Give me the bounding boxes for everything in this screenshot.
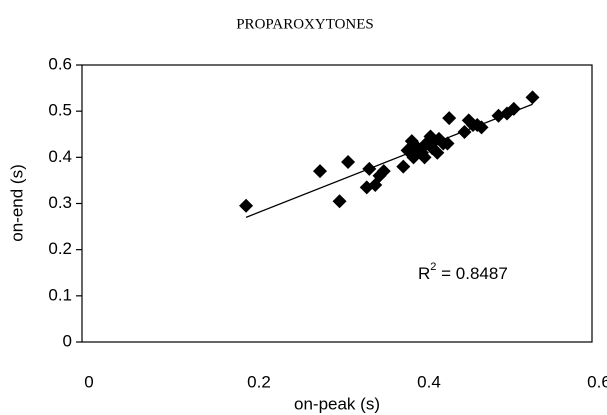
- point: [362, 161, 377, 176]
- y-tick-label: 0: [63, 331, 72, 350]
- x-tick-label: 0.2: [247, 372, 271, 391]
- r-squared-label: R: [418, 264, 430, 283]
- point: [525, 90, 540, 105]
- chart-title: PROPAROXYTONES: [236, 16, 374, 32]
- point: [457, 124, 472, 139]
- point: [396, 159, 411, 174]
- point: [332, 194, 347, 209]
- y-tick-label: 0.4: [48, 147, 72, 166]
- y-axis-label: on-end (s): [7, 164, 26, 241]
- y-tick-label: 0.3: [48, 193, 72, 212]
- point: [313, 164, 327, 179]
- y-tick-label: 0.1: [48, 285, 72, 304]
- point: [440, 136, 455, 151]
- y-tick-label: 0.5: [48, 101, 72, 120]
- x-tick-label: 0.6: [587, 372, 607, 391]
- point: [474, 120, 489, 135]
- point: [442, 111, 457, 126]
- point: [239, 198, 254, 213]
- y-tick-label: 0.6: [48, 54, 72, 73]
- point: [430, 145, 445, 160]
- point: [506, 101, 521, 116]
- x-axis-label: on-peak (s): [294, 394, 380, 413]
- point: [341, 154, 356, 169]
- r-squared-value: = 0.8487: [436, 264, 507, 283]
- trendline: [245, 103, 533, 218]
- point: [417, 150, 432, 165]
- x-tick-label: 0.4: [417, 372, 441, 391]
- y-tick-label: 0.2: [48, 239, 72, 258]
- r-squared: R2 = 0.8487: [418, 261, 508, 284]
- r-squared-exponent: 2: [430, 261, 436, 273]
- x-tick-label: 0: [84, 372, 93, 391]
- point: [376, 164, 391, 179]
